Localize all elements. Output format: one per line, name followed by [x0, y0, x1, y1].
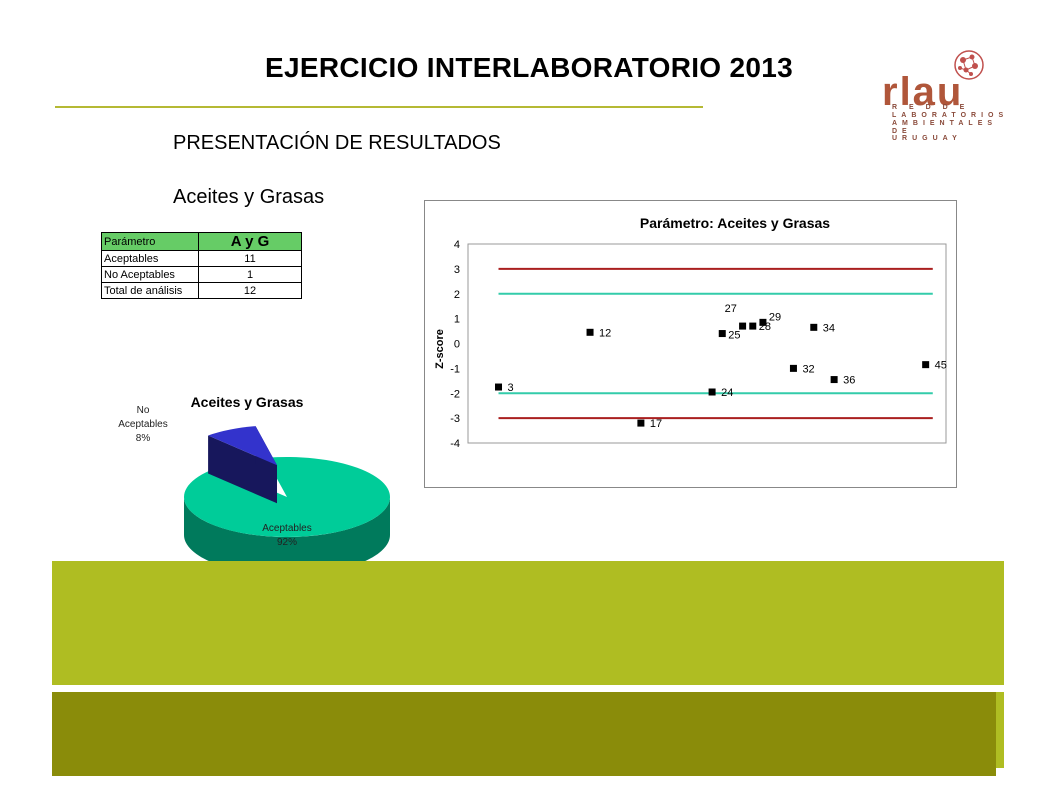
data-label: 27	[725, 303, 737, 315]
logo-line: AMBIENTALES	[892, 120, 998, 127]
y-tick-label: -1	[450, 363, 460, 375]
footer-band-light	[52, 561, 1004, 685]
data-label: 34	[823, 322, 835, 334]
data-label: 36	[843, 375, 855, 387]
pie-label-aceptables: Aceptables	[262, 523, 311, 534]
pie-slice-top	[208, 426, 278, 466]
pie-slice-side	[184, 497, 390, 575]
pie-label-no-aceptables-line1: No	[137, 405, 150, 416]
data-point	[739, 322, 747, 330]
data-point	[749, 322, 757, 330]
data-point	[718, 330, 726, 338]
table-row: Total de análisis 12	[101, 282, 302, 299]
y-tick-label: 2	[454, 289, 460, 301]
y-tick-label: 3	[454, 264, 460, 276]
table-cell: 12	[198, 282, 302, 299]
parameter-heading: Aceites y Grasas	[173, 186, 325, 208]
data-point	[810, 323, 818, 331]
pie-label-no-aceptables-line2: Aceptables	[118, 419, 167, 430]
table-cell: 11	[198, 250, 302, 267]
pie-percent-no-aceptables: 8%	[136, 433, 151, 444]
data-label: 32	[802, 363, 814, 375]
pie-slice-no-aceptables	[208, 426, 278, 504]
table-cell: Aceptables	[101, 250, 199, 267]
results-table: Parámetro A y G Aceptables 11 No Aceptab…	[101, 232, 302, 299]
plot-area	[467, 243, 947, 444]
page-title: EJERCICIO INTERLABORATORIO 2013	[265, 52, 793, 83]
table-row: No Aceptables 1	[101, 266, 302, 283]
table-cell: No Aceptables	[101, 266, 199, 283]
data-label: 24	[721, 387, 733, 399]
y-tick-label: 0	[454, 339, 460, 351]
y-axis-label: Z-score	[434, 329, 446, 369]
table-cell: 1	[198, 266, 302, 283]
rlau-logo: rlau R E D D E LABORATORIOS AMBIENTALES …	[882, 48, 1003, 142]
y-tick-label: -2	[450, 388, 460, 400]
data-label: 25	[728, 330, 740, 342]
data-label: 12	[599, 327, 611, 339]
pie-slice-wall	[208, 435, 278, 504]
data-label: 3	[508, 382, 514, 394]
logo-line: LABORATORIOS	[892, 112, 1009, 119]
data-point	[789, 364, 797, 372]
scatter-chart-title: Parámetro: Aceites y Grasas	[640, 215, 830, 231]
title-divider	[55, 106, 703, 108]
data-label: 29	[769, 311, 781, 323]
data-point	[586, 328, 594, 336]
y-tick-label: -3	[450, 413, 460, 425]
y-tick-label: -4	[450, 438, 460, 450]
data-point	[759, 318, 767, 326]
data-point	[637, 419, 645, 427]
scatter-chart: Parámetro: Aceites y Grasas Z-score 4321…	[434, 215, 947, 450]
data-label: 45	[935, 360, 947, 372]
logo-line: DE URUGUAY	[892, 128, 962, 142]
pie-percent-aceptables: 92%	[277, 537, 297, 548]
footer-band-dark	[52, 692, 996, 776]
logo-line: R E D D E	[892, 104, 970, 111]
logo-wordmark: rlau	[882, 70, 964, 114]
table-header-row: Parámetro A y G	[101, 232, 302, 251]
data-point	[830, 376, 838, 384]
y-tick-label: 4	[454, 239, 460, 251]
table-row: Aceptables 11	[101, 250, 302, 267]
pie-chart: Aceites y Grasas Aceptables 92% No Acept…	[118, 394, 390, 575]
table-cell: Parámetro	[101, 232, 199, 251]
y-tick-label: 1	[454, 314, 460, 326]
footer-band-edge	[996, 692, 1004, 768]
table-cell: Total de análisis	[101, 282, 199, 299]
data-point	[708, 388, 716, 396]
data-label: 17	[650, 418, 662, 430]
network-molecule-icon	[954, 50, 984, 80]
pie-chart-title: Aceites y Grasas	[191, 394, 304, 410]
data-point	[922, 361, 930, 369]
table-cell: A y G	[198, 232, 302, 251]
page-subtitle: PRESENTACIÓN DE RESULTADOS	[173, 132, 501, 154]
data-point	[495, 383, 503, 391]
